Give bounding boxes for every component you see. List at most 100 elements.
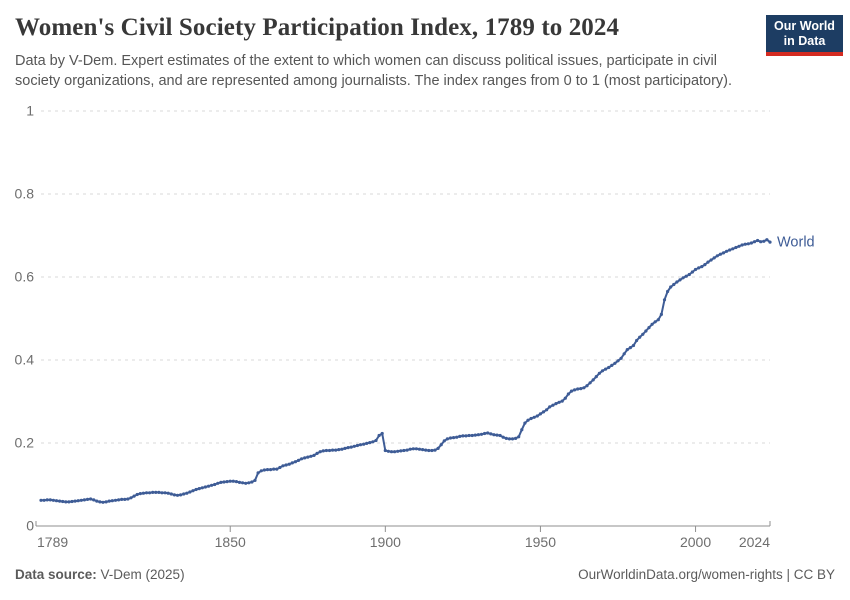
data-point-marker: [132, 494, 136, 498]
data-point-marker: [476, 433, 480, 437]
x-tick-label: 2024: [739, 534, 770, 550]
data-point-marker: [144, 491, 149, 495]
data-point-marker: [101, 500, 105, 504]
y-tick-label: 0.4: [15, 352, 35, 368]
data-point-marker: [210, 483, 214, 487]
data-point-marker: [470, 433, 474, 438]
data-point-marker: [265, 468, 270, 472]
data-point-marker: [473, 433, 477, 437]
data-point-marker: [479, 432, 484, 436]
data-point-marker: [697, 266, 701, 270]
data-point-marker: [290, 461, 294, 465]
data-point-marker: [638, 335, 642, 339]
data-point-marker: [554, 402, 558, 406]
data-point-marker: [526, 418, 530, 422]
series-line-world: [40, 238, 771, 504]
data-point-marker: [126, 497, 130, 501]
data-point-marker: [458, 434, 462, 438]
data-point-marker: [278, 465, 282, 470]
data-point-marker: [110, 499, 114, 503]
data-point-marker: [393, 450, 397, 454]
data-point-marker: [408, 447, 412, 451]
data-point-marker: [399, 449, 403, 453]
page-title: Women's Civil Society Participation Inde…: [15, 14, 620, 41]
x-tick-label: 1950: [525, 534, 556, 550]
data-point-marker: [172, 493, 176, 497]
data-point-marker: [293, 460, 297, 464]
data-point-marker: [327, 448, 332, 453]
data-point-marker: [85, 497, 90, 501]
data-point-marker: [287, 462, 291, 466]
data-point-marker: [402, 448, 406, 453]
data-point-marker: [200, 486, 204, 490]
data-point-marker: [678, 278, 682, 282]
data-point-marker: [644, 329, 648, 333]
data-point-marker: [520, 428, 524, 432]
data-point-marker: [548, 405, 552, 409]
x-tick-label: 1900: [370, 534, 401, 550]
data-point-marker: [39, 498, 43, 502]
data-point-marker: [529, 416, 533, 421]
data-point-marker: [365, 441, 369, 445]
data-point-marker: [489, 432, 493, 436]
data-point-marker: [641, 332, 645, 336]
data-point-marker: [179, 493, 183, 497]
data-point-marker: [163, 491, 167, 495]
data-point-marker: [79, 498, 83, 502]
data-point-marker: [582, 386, 586, 390]
data-point-marker: [82, 498, 86, 502]
data-point-marker: [250, 480, 254, 484]
data-point-marker: [706, 260, 710, 264]
data-point-marker: [383, 448, 387, 453]
data-source-value: V-Dem (2025): [96, 567, 185, 582]
data-point-marker: [631, 343, 636, 348]
data-point-marker: [414, 447, 418, 451]
data-point-marker: [231, 479, 235, 483]
data-point-marker: [141, 491, 145, 495]
data-point-marker: [371, 440, 375, 444]
data-point-marker: [703, 263, 707, 267]
owid-url-license-link[interactable]: OurWorldinData.org/women-rights | CC BY: [578, 567, 835, 582]
data-point-marker: [507, 437, 511, 441]
data-point-marker: [545, 408, 549, 412]
data-point-marker: [669, 285, 673, 289]
data-point-marker: [315, 451, 319, 455]
data-point-marker: [374, 438, 378, 443]
data-point-marker: [752, 240, 757, 244]
data-point-marker: [312, 453, 316, 457]
data-point-marker: [557, 400, 561, 404]
owid-logo[interactable]: Our World in Data: [766, 15, 843, 56]
data-point-marker: [756, 238, 760, 243]
data-source-note: Data source: V-Dem (2025): [15, 567, 185, 582]
data-point-marker: [281, 464, 285, 468]
data-point-marker: [514, 436, 518, 440]
data-point-marker: [430, 448, 434, 453]
data-point-marker: [272, 467, 276, 471]
data-point-marker: [318, 450, 322, 454]
data-point-marker: [340, 447, 344, 451]
data-point-marker: [715, 254, 719, 258]
data-point-marker: [591, 378, 595, 382]
data-point-marker: [523, 421, 527, 425]
data-point-marker: [337, 448, 341, 452]
data-point-marker: [607, 365, 611, 370]
x-tick-label: 1789: [37, 534, 68, 550]
data-point-marker: [64, 500, 68, 504]
data-point-marker: [380, 431, 384, 436]
data-point-marker: [67, 500, 71, 504]
data-point-marker: [321, 449, 325, 453]
data-point-marker: [725, 249, 729, 253]
chart-footer: Data source: V-Dem (2025) OurWorldinData…: [15, 567, 835, 582]
data-point-marker: [98, 500, 102, 504]
data-point-marker: [216, 481, 220, 485]
data-point-marker: [734, 245, 738, 250]
data-point-marker: [362, 442, 366, 446]
data-point-marker: [486, 431, 490, 435]
data-point-marker: [120, 497, 124, 501]
data-point-marker: [448, 436, 453, 440]
series-end-label: World: [777, 235, 815, 251]
data-point-marker: [467, 433, 471, 438]
data-point-marker: [495, 433, 499, 437]
data-point-marker: [560, 399, 564, 403]
data-point-marker: [194, 487, 198, 492]
